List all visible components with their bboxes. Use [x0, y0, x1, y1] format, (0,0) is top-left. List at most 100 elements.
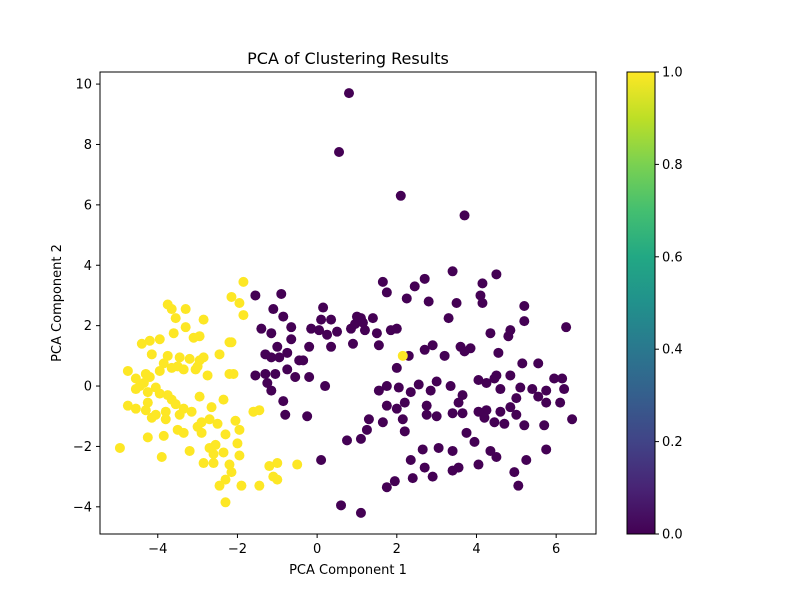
- data-point-cluster-1: [204, 442, 215, 453]
- data-point-cluster-0: [485, 328, 496, 339]
- data-point-cluster-0: [439, 350, 450, 361]
- y-tick-label: 6: [84, 198, 92, 213]
- y-axis-ticks: −4 −2 0 2 4 6 8 10: [73, 78, 100, 515]
- data-point-cluster-0: [445, 381, 456, 392]
- x-tick-label: 4: [472, 542, 480, 557]
- data-point-cluster-1: [196, 417, 207, 428]
- data-point-cluster-1: [184, 445, 195, 456]
- data-point-cluster-0: [559, 384, 570, 395]
- data-point-cluster-0: [549, 373, 560, 384]
- data-point-cluster-1: [198, 352, 209, 363]
- colorbar-tick-label: 1.0: [662, 66, 683, 81]
- data-point-cluster-1: [122, 400, 133, 411]
- data-point-cluster-1: [144, 335, 155, 346]
- data-point-cluster-1: [146, 349, 157, 360]
- data-point-cluster-0: [326, 341, 337, 352]
- data-point-cluster-1: [228, 368, 239, 379]
- data-point-cluster-1: [160, 414, 171, 425]
- data-point-cluster-0: [377, 417, 388, 428]
- data-point-cluster-1: [234, 450, 245, 461]
- data-point-cluster-1: [140, 405, 151, 416]
- data-point-cluster-1: [202, 370, 213, 381]
- data-point-cluster-1: [272, 458, 283, 469]
- plot-frame: [99, 71, 597, 535]
- data-point-cluster-0: [481, 405, 492, 416]
- data-point-cluster-0: [427, 471, 438, 482]
- data-point-cluster-0: [495, 384, 506, 395]
- data-point-cluster-1: [162, 350, 173, 361]
- data-point-cluster-0: [491, 269, 502, 280]
- data-point-cluster-0: [527, 384, 538, 395]
- data-point-cluster-0: [278, 311, 289, 322]
- data-point-cluster-0: [276, 288, 287, 299]
- data-point-cluster-0: [405, 455, 416, 466]
- data-point-cluster-0: [397, 414, 408, 425]
- data-point-cluster-0: [320, 381, 331, 392]
- data-point-cluster-0: [391, 403, 402, 414]
- data-point-cluster-0: [533, 391, 544, 402]
- data-point-cluster-1: [397, 350, 408, 361]
- data-point-cluster-0: [260, 368, 271, 379]
- data-point-cluster-1: [114, 442, 125, 453]
- data-point-cluster-0: [395, 190, 406, 201]
- data-point-cluster-0: [377, 276, 388, 287]
- data-point-cluster-0: [326, 314, 337, 325]
- colorbar-ticks: 0.0 0.2 0.4 0.6 0.8 1.0: [655, 66, 683, 543]
- colorbar-tick-label: 0.4: [662, 343, 683, 358]
- data-point-cluster-1: [194, 391, 205, 402]
- data-point-cluster-0: [477, 278, 488, 289]
- data-point-cluster-1: [180, 304, 191, 315]
- data-point-cluster-0: [302, 411, 313, 422]
- data-point-cluster-0: [266, 352, 277, 363]
- data-point-cluster-1: [180, 322, 191, 333]
- colorbar-gradient: [627, 72, 655, 534]
- y-axis-label: PCA Component 2: [50, 244, 65, 362]
- data-point-cluster-1: [224, 459, 235, 470]
- data-point-cluster-0: [343, 88, 354, 99]
- data-point-cluster-0: [347, 338, 358, 349]
- data-point-cluster-0: [511, 393, 522, 404]
- data-point-cluster-1: [238, 310, 249, 321]
- data-point-cluster-0: [477, 298, 488, 308]
- data-point-cluster-0: [316, 455, 327, 466]
- x-tick-label: −4: [148, 542, 167, 557]
- data-point-cluster-1: [226, 337, 237, 348]
- data-point-cluster-1: [230, 415, 241, 426]
- plot-background: [100, 72, 596, 534]
- data-point-cluster-0: [425, 385, 436, 396]
- data-point-cluster-0: [419, 344, 430, 355]
- data-point-cluster-1: [134, 381, 145, 392]
- data-point-cluster-0: [479, 412, 490, 423]
- data-point-cluster-0: [419, 462, 430, 473]
- data-point-cluster-0: [427, 340, 438, 351]
- data-point-cluster-0: [391, 362, 402, 373]
- data-point-cluster-0: [371, 328, 382, 339]
- data-point-cluster-0: [509, 467, 520, 478]
- data-point-cluster-1: [254, 480, 265, 491]
- data-point-cluster-0: [473, 459, 484, 470]
- data-point-cluster-0: [405, 387, 416, 398]
- data-point-cluster-0: [481, 378, 492, 389]
- data-point-cluster-0: [262, 378, 273, 389]
- data-point-cluster-0: [521, 455, 532, 466]
- data-point-cluster-0: [270, 368, 281, 379]
- data-point-cluster-0: [423, 296, 434, 307]
- x-axis-label: PCA Component 1: [289, 563, 407, 578]
- x-tick-label: 6: [552, 542, 560, 557]
- data-point-cluster-1: [198, 458, 209, 469]
- data-point-cluster-0: [493, 347, 504, 358]
- x-tick-label: 0: [313, 542, 321, 557]
- data-point-cluster-0: [491, 370, 502, 381]
- data-point-cluster-0: [342, 435, 353, 446]
- data-point-cluster-1: [292, 459, 303, 470]
- data-point-cluster-1: [204, 414, 215, 425]
- data-point-cluster-1: [234, 298, 245, 308]
- data-point-cluster-0: [282, 364, 293, 375]
- data-point-cluster-1: [170, 313, 181, 324]
- data-point-cluster-1: [130, 373, 141, 384]
- data-point-cluster-0: [457, 390, 468, 401]
- data-point-cluster-1: [160, 406, 171, 417]
- data-point-cluster-1: [154, 365, 165, 376]
- data-point-cluster-0: [489, 417, 500, 428]
- x-tick-label: 2: [393, 542, 401, 557]
